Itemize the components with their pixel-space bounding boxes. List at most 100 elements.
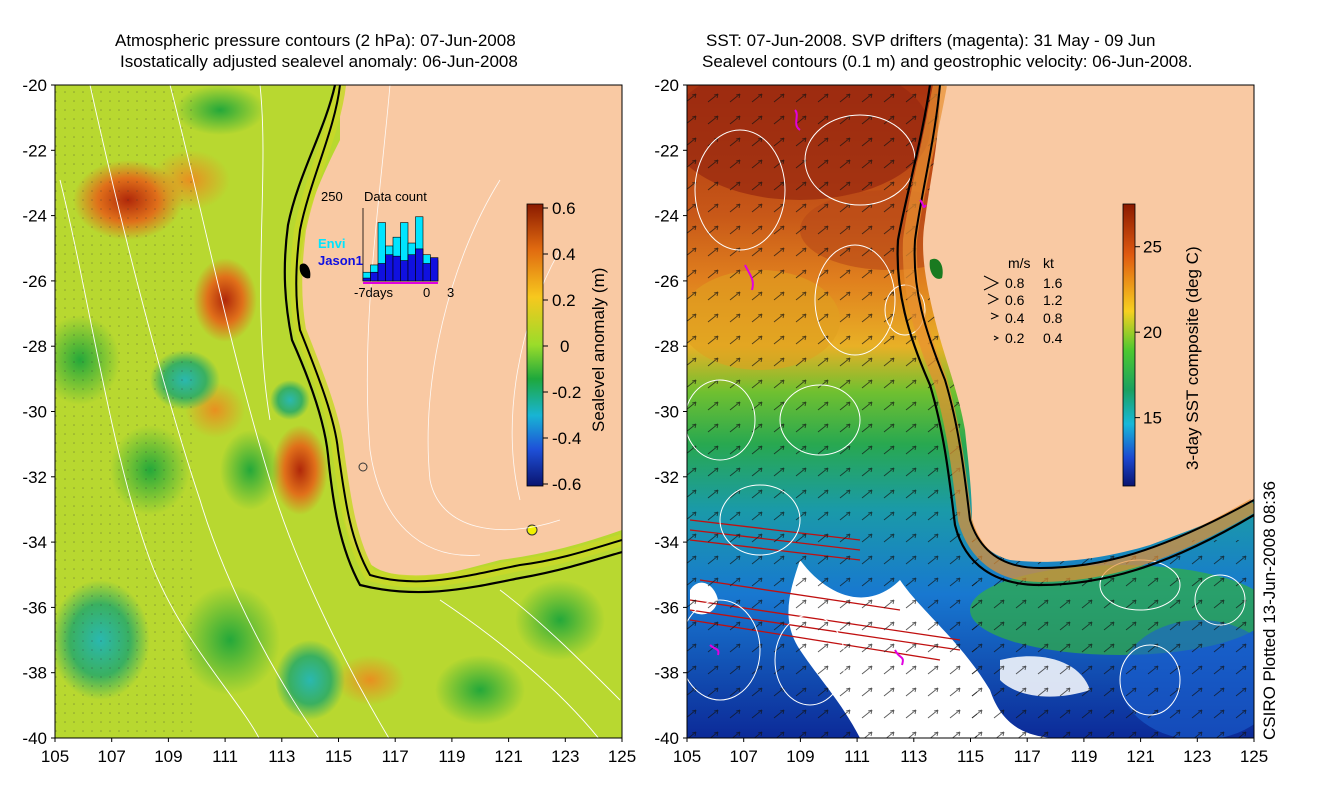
- x-tick-label: 117: [382, 747, 409, 766]
- x-tick-label: 115: [325, 747, 352, 766]
- sealevel-contours: [687, 114, 1246, 716]
- right-map: [687, 85, 1254, 738]
- plot-credit: CSIRO Plotted 13-Jun-2008 08:36: [1260, 481, 1279, 740]
- x-tick-label: 105: [41, 747, 69, 766]
- arrow-glyph-0-8: [983, 275, 1000, 291]
- y-tick-label: -34: [654, 533, 679, 552]
- jason-bar: [400, 260, 409, 282]
- y-tick-label: -38: [22, 664, 47, 683]
- y-tick-label: -22: [654, 141, 679, 160]
- sla-low-blob: [275, 640, 345, 720]
- left-title-line2: Isostatically adjusted sealevel anomaly:…: [120, 52, 518, 71]
- arrow-glyph-0-4: [990, 312, 1000, 320]
- shelf-break: [896, 85, 1254, 587]
- y-tick-label: -20: [654, 76, 679, 95]
- y-tick-label: -26: [654, 272, 679, 291]
- sla-colorbar-label: Sealevel anomaly (m): [589, 267, 608, 432]
- y-tick-label: -38: [654, 664, 679, 683]
- sla-colorbar-ticks: 0.6 0.4 0.2 0 -0.2 -0.4 -0.6: [543, 199, 581, 494]
- right-title-line1: SST: 07-Jun-2008. SVP drifters (magenta)…: [706, 31, 1156, 50]
- legend-kt-value: 1.6: [1043, 275, 1063, 291]
- sla-colorbar: [526, 203, 544, 487]
- x-tick-label: 115: [957, 747, 984, 766]
- sst-colorbar-ticks: 25 20 15: [1135, 238, 1162, 428]
- sla-low-blob: [180, 585, 280, 695]
- legend-kt-value: 0.8: [1043, 310, 1063, 326]
- sla-low-blob: [270, 380, 310, 420]
- sla-low-blob: [175, 85, 265, 135]
- sla-low-blob: [515, 580, 605, 660]
- sla-high-blob: [193, 258, 257, 342]
- sst-colorbar: [1122, 203, 1136, 487]
- data-count-x-end: 3: [447, 285, 454, 300]
- left-title-line1: Atmospheric pressure contours (2 hPa): 0…: [115, 31, 516, 50]
- y-tick-label: -40: [654, 729, 679, 748]
- colorbar-tick-label: -0.6: [552, 475, 581, 494]
- data-count-max: 250: [321, 189, 343, 204]
- legend-header-ms: m/s: [1008, 255, 1031, 271]
- y-tick-label: -24: [654, 207, 679, 226]
- x-tick-label: 117: [1014, 747, 1041, 766]
- colorbar-tick-label: -0.2: [552, 383, 581, 402]
- data-count-inset: [362, 208, 439, 284]
- legend-ms-value: 0.8: [1005, 275, 1025, 291]
- x-tick-label: 107: [98, 747, 126, 766]
- sla-high-blob: [272, 425, 328, 515]
- right-title-line2: Sealevel contours (0.1 m) and geostrophi…: [702, 52, 1193, 71]
- legend-ms-value: 0.6: [1005, 292, 1025, 308]
- colorbar-tick-label: -0.4: [552, 429, 581, 448]
- coastline: [913, 85, 1254, 570]
- left-x-axis: 105 107 109 111 113 115 117 119 121 123 125: [41, 738, 636, 766]
- x-tick-label: 111: [844, 747, 870, 766]
- x-tick-label: 113: [268, 747, 295, 766]
- jason-bar: [415, 248, 424, 282]
- jason-bar: [370, 271, 379, 282]
- y-tick-label: -30: [22, 403, 47, 422]
- y-tick-label: -32: [22, 468, 47, 487]
- colorbar-tick-label: 0.2: [552, 291, 576, 310]
- sla-low-blob: [220, 430, 280, 510]
- velocity-legend: m/s kt 0.8 1.6 0.6 1.2 0.4 0.8 0.2 0.4: [983, 255, 1063, 346]
- sla-high-blob: [335, 655, 405, 705]
- envi-label: Envi: [318, 236, 345, 251]
- jason-bar: [430, 257, 439, 282]
- jason-bar: [362, 277, 371, 282]
- svp-drifters: [709, 109, 927, 666]
- y-tick-label: -36: [22, 598, 47, 617]
- data-count-title: Data count: [364, 189, 427, 204]
- australia-land: [923, 85, 1254, 562]
- x-tick-label: 125: [1240, 747, 1268, 766]
- colorbar-tick-label: 0: [560, 337, 569, 356]
- sst-colorbar-label: 3-day SST composite (deg C): [1183, 246, 1202, 470]
- y-tick-label: -30: [654, 403, 679, 422]
- x-tick-label: 125: [608, 747, 636, 766]
- colorbar-tick-label: 0.4: [552, 245, 576, 264]
- legend-header-kt: kt: [1043, 255, 1054, 271]
- legend-ms-value: 0.4: [1005, 310, 1025, 326]
- left-y-axis: -20 -22 -24 -26 -28 -30 -32 -34 -36 -38 -40: [22, 76, 55, 748]
- x-tick-label: 111: [212, 747, 238, 766]
- x-tick-label: 109: [786, 747, 814, 766]
- x-tick-label: 123: [1183, 747, 1211, 766]
- jason-bar: [377, 263, 386, 282]
- colorbar-tick-label: 25: [1143, 238, 1162, 257]
- arrow-glyph-0-2: [993, 335, 1000, 341]
- y-tick-label: -40: [22, 729, 47, 748]
- data-count-x-zero: 0: [423, 285, 430, 300]
- colorbar-tick-label: 15: [1143, 409, 1162, 428]
- x-tick-label: 123: [551, 747, 579, 766]
- y-tick-label: -34: [22, 533, 47, 552]
- legend-kt-value: 0.4: [1043, 330, 1063, 346]
- y-tick-label: -24: [22, 207, 47, 226]
- x-tick-label: 105: [673, 747, 701, 766]
- y-tick-label: -36: [654, 598, 679, 617]
- sla-low-blob: [435, 655, 525, 725]
- x-tick-label: 119: [1070, 747, 1097, 766]
- jason-label: Jason1: [318, 253, 363, 268]
- jason-bar: [422, 263, 431, 282]
- y-tick-label: -26: [22, 272, 47, 291]
- y-tick-label: -32: [654, 468, 679, 487]
- y-tick-label: -20: [22, 76, 47, 95]
- x-tick-label: 119: [438, 747, 465, 766]
